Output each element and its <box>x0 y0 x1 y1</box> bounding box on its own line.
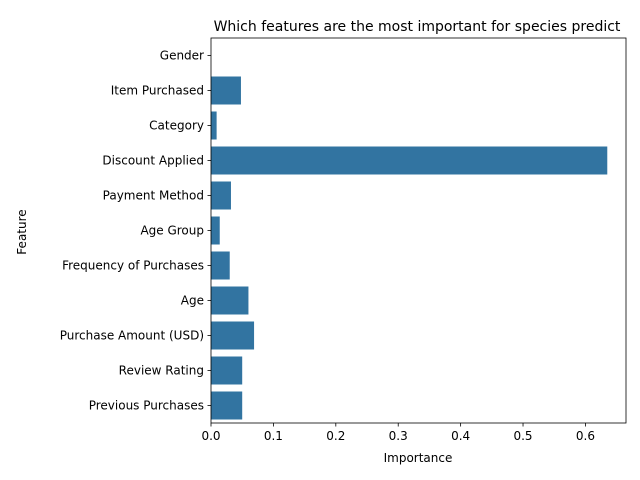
x-axis-label: Importance <box>384 451 453 465</box>
bar-purchase-amount-usd <box>211 321 255 350</box>
y-tick-label: Item Purchased <box>111 84 204 98</box>
x-tick-label: 0.1 <box>264 429 283 443</box>
x-tick-label: 0.2 <box>326 429 345 443</box>
y-tick-label: Review Rating <box>119 364 204 378</box>
x-tick-label: 0.4 <box>451 429 470 443</box>
x-tick-label: 0.6 <box>576 429 595 443</box>
bar-frequency-of-purchases <box>211 251 230 280</box>
bar-age <box>211 286 249 315</box>
y-tick-label: Purchase Amount (USD) <box>60 329 204 343</box>
bar-payment-method <box>211 181 231 210</box>
y-axis-ticks: Gender Item Purchased Category Discount App… <box>60 49 211 413</box>
bars-layer <box>211 76 608 420</box>
x-tick-label: 0.3 <box>389 429 408 443</box>
plot-frame <box>210 37 627 424</box>
bar-review-rating <box>211 356 243 385</box>
y-tick-label: Category <box>149 119 204 133</box>
chart-title: Which features are the most important fo… <box>214 19 621 35</box>
x-tick-label: 0.0 <box>201 429 220 443</box>
bar-category <box>211 111 217 140</box>
y-tick-label: Discount Applied <box>102 154 204 168</box>
x-axis-ticks: 0.0 0.1 0.2 0.3 0.4 0.5 0.6 <box>201 423 595 443</box>
bar-age-group <box>211 216 220 245</box>
y-tick-label: Age <box>181 294 204 308</box>
bar-previous-purchases <box>211 391 243 420</box>
y-tick-label: Age Group <box>140 224 204 238</box>
y-tick-label: Previous Purchases <box>89 399 204 413</box>
x-tick-label: 0.5 <box>513 429 532 443</box>
bar-discount-applied <box>211 146 608 175</box>
bar-item-purchased <box>211 76 241 105</box>
y-axis-label: Feature <box>15 209 29 254</box>
y-tick-label: Frequency of Purchases <box>62 259 204 273</box>
y-tick-label: Payment Method <box>103 189 204 203</box>
y-tick-label: Gender <box>160 49 204 63</box>
